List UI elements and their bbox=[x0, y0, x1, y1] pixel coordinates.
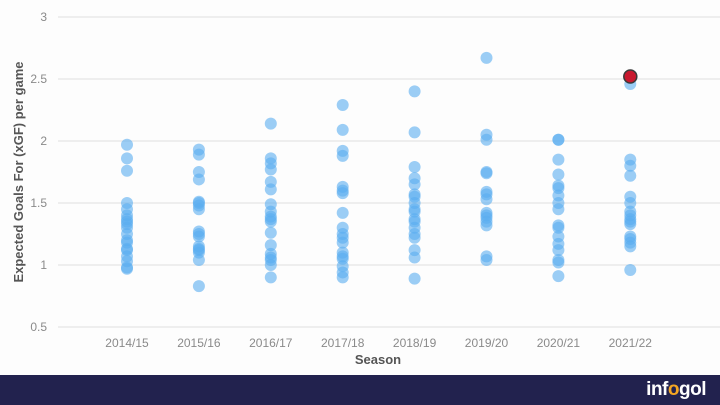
y-axis-label: Expected Goals For (xGF) per game bbox=[11, 61, 26, 282]
data-point bbox=[121, 262, 133, 275]
data-point bbox=[336, 149, 349, 162]
data-point bbox=[264, 259, 277, 271]
x-tick-label: 2018/19 bbox=[393, 336, 437, 350]
y-tick-label: 3 bbox=[40, 10, 47, 24]
data-point bbox=[336, 236, 349, 249]
data-point bbox=[552, 244, 565, 257]
data-point bbox=[480, 219, 493, 232]
data-point bbox=[408, 126, 421, 139]
data-point bbox=[480, 193, 493, 206]
data-point bbox=[336, 99, 349, 112]
data-point bbox=[192, 173, 205, 186]
infogol-logo: infogol bbox=[646, 379, 706, 400]
data-point bbox=[192, 203, 205, 216]
data-point bbox=[192, 254, 205, 267]
y-tick-label: 0.5 bbox=[30, 320, 47, 334]
data-point bbox=[552, 168, 565, 181]
x-tick-label: 2014/15 bbox=[105, 336, 149, 350]
x-tick-label: 2019/20 bbox=[465, 336, 509, 350]
y-tick-label: 2 bbox=[40, 134, 47, 148]
data-point bbox=[552, 270, 565, 283]
data-point bbox=[192, 280, 205, 293]
data-point bbox=[552, 256, 565, 269]
data-point bbox=[336, 206, 349, 219]
data-point bbox=[121, 164, 133, 177]
x-tick-label: 2016/17 bbox=[249, 336, 293, 350]
data-point bbox=[336, 123, 349, 136]
x-tick-label: 2015/16 bbox=[177, 336, 221, 350]
data-point bbox=[264, 226, 277, 239]
data-point bbox=[480, 51, 493, 64]
data-point bbox=[336, 187, 349, 200]
data-point bbox=[264, 117, 277, 130]
data-point bbox=[552, 133, 565, 146]
data-point bbox=[264, 183, 277, 196]
strip-chart: 0.5 1 1.5 2 2.5 3 2014/15 2015/16 2016/17 2017/1… bbox=[11, 10, 720, 367]
highlighted-data-point bbox=[623, 69, 638, 84]
data-point bbox=[408, 231, 421, 244]
data-point bbox=[624, 240, 637, 253]
data-point bbox=[552, 153, 565, 166]
data-point bbox=[552, 221, 565, 234]
footer-bar: infogol bbox=[0, 375, 720, 405]
data-point bbox=[192, 230, 205, 243]
data-point bbox=[408, 85, 421, 98]
y-tick-label: 1.5 bbox=[30, 196, 47, 210]
data-point bbox=[336, 271, 349, 284]
data-point bbox=[480, 254, 493, 267]
x-tick-label: 2020/21 bbox=[537, 336, 581, 350]
x-tick-label: 2021/22 bbox=[609, 336, 653, 350]
data-point bbox=[192, 148, 205, 161]
x-tick-labels: 2014/15 2015/16 2016/17 2017/18 2018/19 2019/… bbox=[105, 336, 652, 350]
y-tick-label: 2.5 bbox=[30, 72, 47, 86]
data-point bbox=[624, 263, 637, 276]
data-point bbox=[264, 163, 277, 176]
data-point bbox=[121, 152, 133, 165]
data-point bbox=[121, 138, 133, 151]
data-point bbox=[408, 161, 421, 174]
data-points bbox=[121, 51, 638, 293]
data-point bbox=[264, 239, 277, 252]
data-point bbox=[624, 218, 637, 231]
x-tick-label: 2017/18 bbox=[321, 336, 365, 350]
data-point bbox=[408, 178, 421, 191]
data-point bbox=[624, 159, 637, 172]
y-tick-label: 1 bbox=[40, 258, 47, 272]
data-point bbox=[264, 215, 277, 228]
data-point bbox=[480, 133, 493, 146]
data-point bbox=[264, 271, 277, 284]
y-tick-labels: 0.5 1 1.5 2 2.5 3 bbox=[30, 10, 47, 334]
data-point bbox=[408, 272, 421, 285]
data-point bbox=[624, 197, 637, 209]
data-point bbox=[480, 167, 493, 180]
x-axis-label: Season bbox=[355, 352, 401, 367]
data-point bbox=[408, 251, 421, 264]
data-point bbox=[624, 169, 637, 182]
gridlines bbox=[58, 16, 720, 328]
data-point bbox=[552, 203, 565, 216]
